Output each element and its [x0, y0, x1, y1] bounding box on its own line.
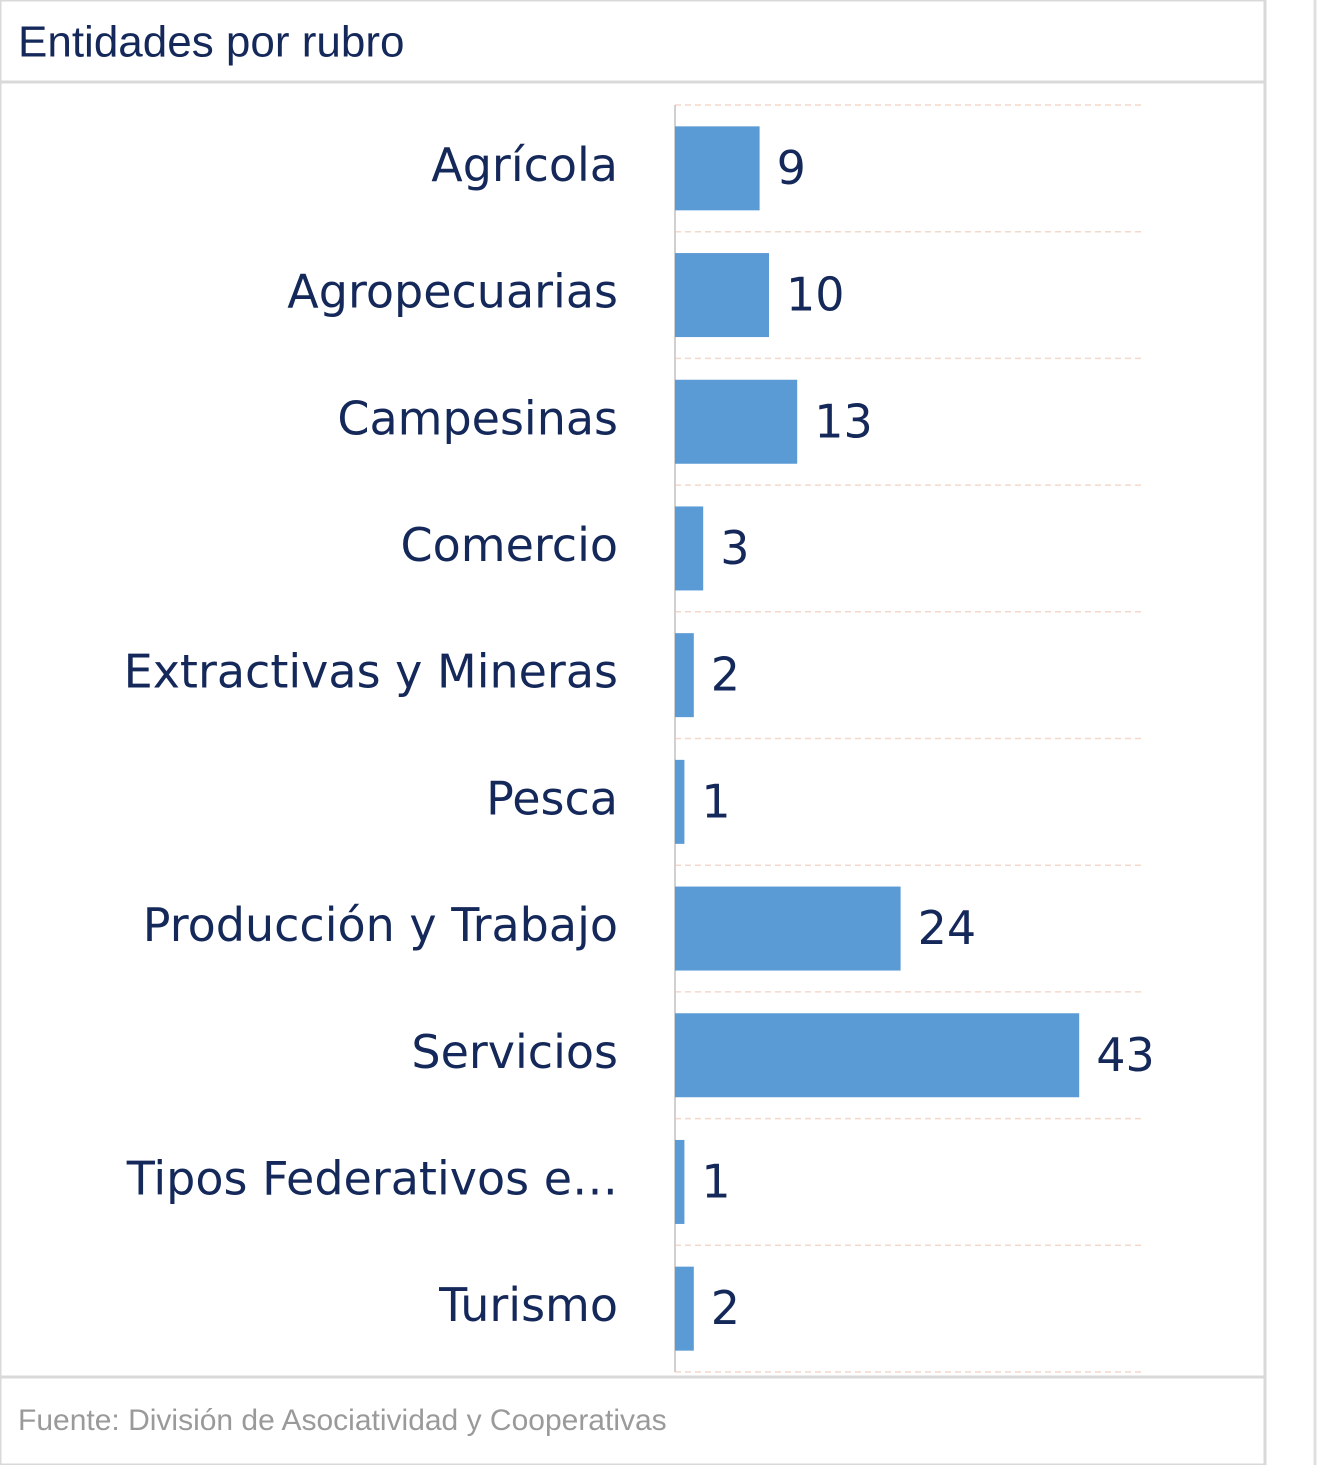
category-label: Turismo	[438, 1278, 618, 1332]
category-label: Extractivas y Mineras	[124, 645, 618, 699]
category-label: Producción y Trabajo	[143, 898, 618, 952]
bar	[675, 379, 798, 464]
data-label: 43	[1096, 1028, 1155, 1082]
chart-title: Entidades por rubro	[18, 18, 404, 67]
bar	[675, 633, 694, 718]
bar	[675, 253, 769, 338]
bar	[675, 506, 704, 591]
data-label: 1	[701, 774, 730, 828]
data-label: 10	[786, 268, 845, 322]
category-label: Agropecuarias	[287, 265, 618, 319]
data-label: 2	[711, 648, 740, 702]
category-label: Servicios	[411, 1025, 618, 1079]
data-label: 3	[720, 521, 749, 575]
card-border	[0, 0, 1267, 1465]
data-label: 13	[814, 394, 873, 448]
bar	[675, 1139, 685, 1224]
data-label: 24	[918, 901, 977, 955]
category-label: Agrícola	[431, 138, 618, 192]
category-label: Comercio	[401, 518, 619, 572]
data-label: 2	[711, 1281, 740, 1335]
bar	[675, 1266, 694, 1351]
bar	[675, 886, 901, 971]
source-note: Fuente: División de Asociatividad y Coop…	[18, 1404, 667, 1437]
bar	[675, 1013, 1080, 1098]
bar	[675, 759, 685, 844]
bar	[675, 126, 760, 211]
data-label: 9	[777, 141, 806, 195]
category-label: Campesinas	[337, 391, 618, 445]
data-label: 1	[701, 1154, 730, 1208]
category-label: Pesca	[486, 771, 618, 825]
category-label: Tipos Federativos e…	[126, 1151, 618, 1205]
